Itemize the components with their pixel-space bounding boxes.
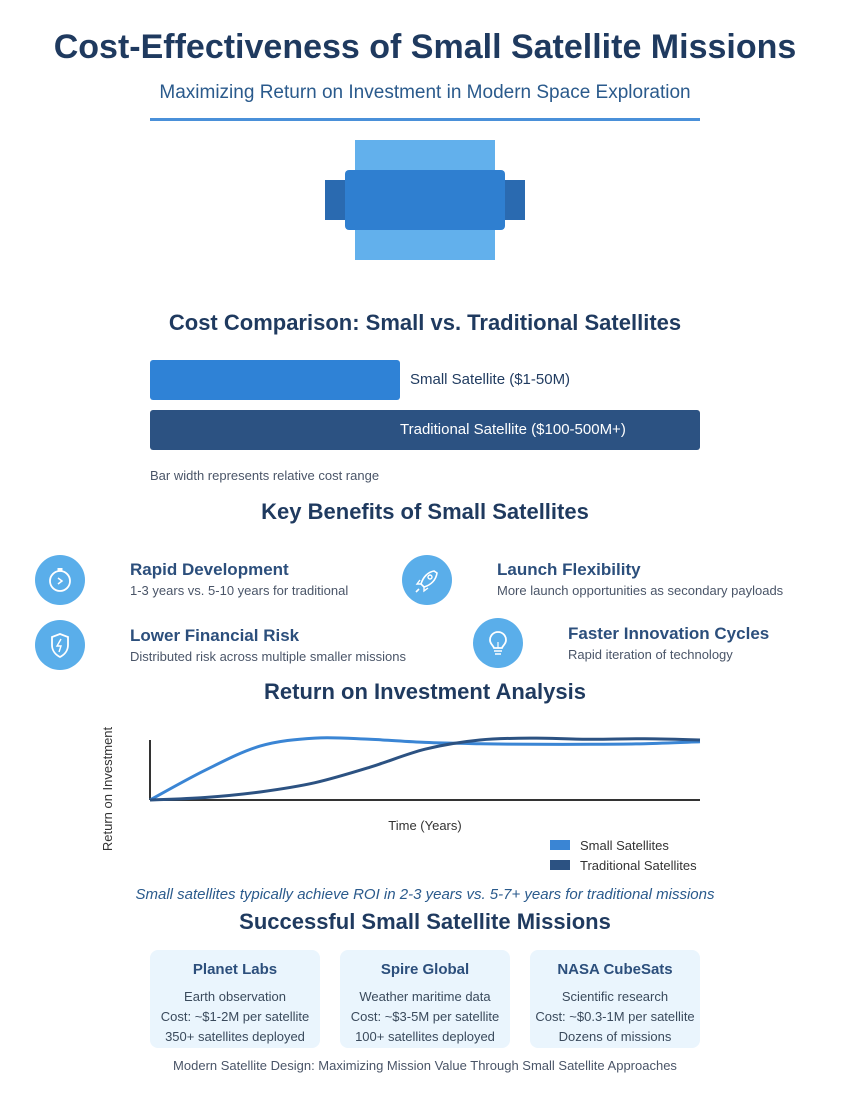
small-satellite-cost-bar bbox=[150, 360, 400, 400]
roi-heading: Return on Investment Analysis bbox=[264, 679, 586, 704]
traditional-satellite-cost-label: Traditional Satellite ($100-500M+) bbox=[400, 421, 626, 438]
stopwatch-icon bbox=[35, 555, 85, 605]
legend-swatch-traditional-satellites bbox=[550, 860, 570, 870]
mission-count: 100+ satellites deployed bbox=[355, 1029, 495, 1044]
mission-cost: Cost: ~$0.3-1M per satellite bbox=[535, 1009, 695, 1024]
benefit-desc-rapid-development: 1-3 years vs. 5-10 years for traditional bbox=[130, 583, 349, 598]
mission-name: NASA CubeSats bbox=[557, 961, 673, 978]
series-line-small-satellites bbox=[149, 736, 701, 802]
benefit-desc-lower-financial-risk: Distributed risk across multiple smaller… bbox=[130, 649, 406, 664]
rocket-icon bbox=[402, 555, 452, 605]
cost-comparison-heading: Cost Comparison: Small vs. Traditional S… bbox=[168, 310, 682, 335]
benefit-title-faster-innovation-cycles: Faster Innovation Cycles bbox=[568, 624, 770, 643]
benefit-title-lower-financial-risk: Lower Financial Risk bbox=[130, 626, 300, 645]
title-divider bbox=[150, 118, 700, 121]
roi-note: Small satellites typically achieve ROI i… bbox=[135, 886, 715, 903]
mission-count: 350+ satellites deployed bbox=[165, 1029, 305, 1044]
lightbulb-icon bbox=[473, 618, 523, 668]
mission-card-nasa-cubesats: NASA CubeSats Scientific research Cost: … bbox=[530, 950, 700, 1048]
mission-purpose: Earth observation bbox=[184, 989, 286, 1004]
benefits-heading: Key Benefits of Small Satellites bbox=[261, 499, 589, 524]
roi-line-chart: Time (Years) Return on Investment Small … bbox=[100, 726, 701, 873]
x-axis-label: Time (Years) bbox=[388, 818, 461, 833]
mission-name: Planet Labs bbox=[192, 961, 278, 978]
legend-label-traditional-satellites: Traditional Satellites bbox=[580, 858, 697, 873]
shield-icon bbox=[35, 620, 85, 670]
legend-swatch-small-satellites bbox=[550, 840, 570, 850]
series-line-traditional-satellites bbox=[149, 736, 701, 802]
mission-name: Spire Global bbox=[380, 961, 470, 978]
legend-label-small-satellites: Small Satellites bbox=[580, 838, 669, 853]
y-axis-label: Return on Investment bbox=[100, 726, 115, 851]
mission-purpose: Scientific research bbox=[561, 989, 669, 1004]
traditional-satellite-cost-bar bbox=[150, 410, 700, 450]
mission-cost: Cost: ~$3-5M per satellite bbox=[350, 1009, 500, 1024]
page-title: Cost-Effectiveness of Small Satellite Mi… bbox=[53, 28, 797, 66]
small-satellite-cost-label: Small Satellite ($1-50M) bbox=[410, 371, 571, 388]
mission-card-planet-labs: Planet Labs Earth observation Cost: ~$1-… bbox=[150, 950, 320, 1048]
mission-cost: Cost: ~$1-2M per satellite bbox=[160, 1009, 310, 1024]
mission-purpose: Weather maritime data bbox=[359, 989, 491, 1004]
cost-bar-note: Bar width represents relative cost range bbox=[150, 468, 380, 483]
mission-count: Dozens of missions bbox=[558, 1029, 672, 1044]
missions-heading: Successful Small Satellite Missions bbox=[239, 909, 611, 934]
benefit-desc-launch-flexibility: More launch opportunities as secondary p… bbox=[497, 583, 784, 598]
mission-card-spire-global: Spire Global Weather maritime data Cost:… bbox=[340, 950, 510, 1048]
benefit-desc-faster-innovation-cycles: Rapid iteration of technology bbox=[568, 647, 733, 662]
page-footer: Modern Satellite Design: Maximizing Miss… bbox=[173, 1058, 677, 1073]
page-subtitle: Maximizing Return on Investment in Moder… bbox=[159, 82, 691, 103]
benefit-title-launch-flexibility: Launch Flexibility bbox=[497, 560, 641, 579]
satellite-body bbox=[345, 170, 505, 230]
benefit-title-rapid-development: Rapid Development bbox=[130, 560, 289, 579]
